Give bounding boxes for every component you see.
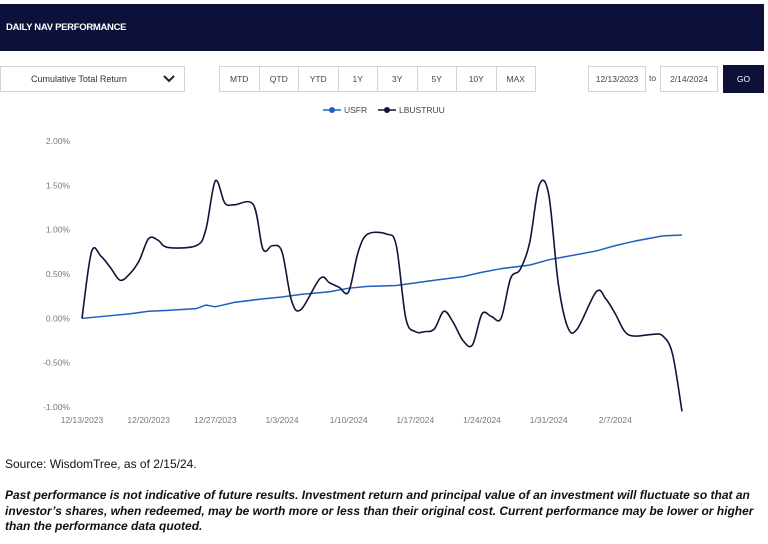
range-button-qtd[interactable]: QTD bbox=[258, 66, 299, 92]
range-button-mtd[interactable]: MTD bbox=[219, 66, 260, 92]
source-note: Source: WisdomTree, as of 2/15/24. bbox=[5, 457, 197, 471]
legend-marker-lbustruu bbox=[378, 107, 396, 113]
legend-marker-usfr bbox=[323, 107, 341, 113]
metric-select[interactable]: Cumulative Total Return bbox=[0, 66, 185, 92]
x-tick-label: 12/13/2023 bbox=[61, 415, 104, 425]
range-button-ytd[interactable]: YTD bbox=[298, 66, 339, 92]
x-tick-label: 12/20/2023 bbox=[127, 415, 170, 425]
y-tick-label: 0.50% bbox=[46, 269, 71, 279]
metric-select-value: Cumulative Total Return bbox=[31, 74, 127, 84]
range-button-1y[interactable]: 1Y bbox=[337, 66, 378, 92]
range-button-5y[interactable]: 5Y bbox=[416, 66, 457, 92]
x-tick-label: 12/27/2023 bbox=[194, 415, 237, 425]
range-button-10y[interactable]: 10Y bbox=[456, 66, 497, 92]
legend-item-usfr[interactable]: USFR bbox=[323, 105, 367, 115]
y-tick-label: -0.50% bbox=[43, 358, 70, 368]
series-line-lbustruu bbox=[81, 179, 683, 412]
x-tick-label: 1/3/2024 bbox=[265, 415, 298, 425]
chevron-down-icon[interactable] bbox=[154, 67, 184, 91]
y-tick-label: 0.00% bbox=[46, 313, 71, 323]
legend-item-lbustruu[interactable]: LBUSTRUU bbox=[378, 105, 445, 115]
y-tick-label: 1.50% bbox=[46, 180, 71, 190]
range-button-3y[interactable]: 3Y bbox=[377, 66, 418, 92]
go-button[interactable]: GO bbox=[723, 65, 764, 93]
range-button-group: MTD QTD YTD 1Y 3Y 5Y 10Y MAX bbox=[219, 66, 536, 92]
y-tick-label: -1.00% bbox=[43, 402, 70, 412]
legend-label-lbustruu: LBUSTRUU bbox=[399, 105, 445, 115]
date-to-label: to bbox=[649, 73, 657, 83]
y-tick-label: 2.00% bbox=[46, 136, 71, 146]
y-tick-label: 1.00% bbox=[46, 225, 71, 235]
page-title: DAILY NAV PERFORMANCE bbox=[6, 22, 127, 33]
x-tick-label: 2/7/2024 bbox=[599, 415, 632, 425]
series-line-usfr bbox=[81, 234, 683, 320]
nav-performance-chart: 2.00% 1.50% 1.00% 0.50% 0.00% -0.50% -1.00% 12… bbox=[43, 136, 683, 425]
x-tick-label: 1/10/2024 bbox=[330, 415, 368, 425]
legend-label-usfr: USFR bbox=[344, 105, 368, 115]
x-tick-label: 1/17/2024 bbox=[396, 415, 434, 425]
performance-disclaimer: Past performance is not indicative of fu… bbox=[5, 488, 754, 533]
x-tick-label: 1/24/2024 bbox=[463, 415, 501, 425]
range-button-max[interactable]: MAX bbox=[495, 66, 536, 92]
chart-legend: USFR LBUSTRUU bbox=[0, 105, 764, 121]
end-date-input[interactable]: 2/14/2024 bbox=[660, 66, 718, 92]
x-tick-label: 1/31/2024 bbox=[530, 415, 568, 425]
header-bar: DAILY NAV PERFORMANCE bbox=[0, 4, 764, 51]
start-date-input[interactable]: 12/13/2023 bbox=[588, 66, 646, 92]
